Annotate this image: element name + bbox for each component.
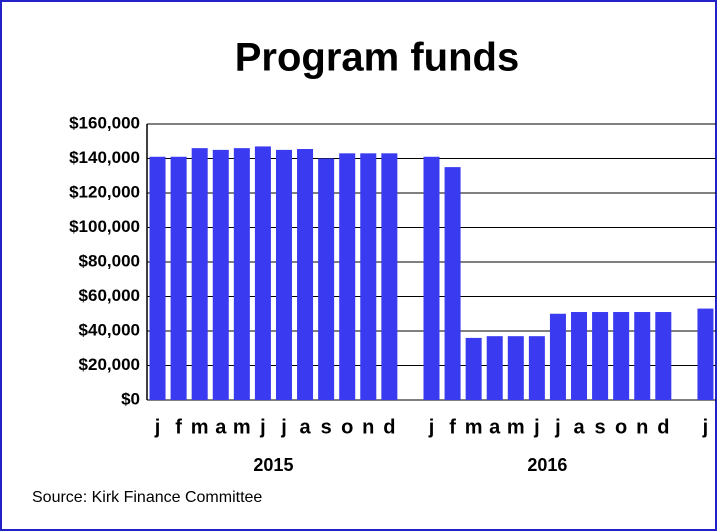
bar: [592, 312, 609, 400]
x-tick-label: s: [595, 416, 606, 438]
x-tick-label: a: [299, 416, 311, 438]
bar: [149, 156, 166, 400]
bar: [655, 312, 672, 400]
x-tick-label: f: [175, 416, 182, 438]
bar: [191, 148, 208, 400]
y-tick-label: $80,000: [79, 251, 140, 270]
bar: [486, 336, 503, 400]
x-tick-label: j: [259, 416, 266, 438]
x-tick-label: m: [233, 416, 251, 438]
bar: [254, 146, 271, 400]
bar: [528, 336, 545, 400]
x-tick-label: m: [191, 416, 209, 438]
bar: [634, 312, 651, 400]
x-tick-label: n: [636, 416, 648, 438]
bar: [170, 156, 187, 400]
source: Source: Kirk Finance Committee: [32, 489, 262, 506]
bar: [613, 312, 630, 400]
x-tick-label: j: [554, 416, 561, 438]
bar: [318, 158, 335, 400]
x-tick-label: a: [573, 416, 585, 438]
x-tick-label: a: [215, 416, 227, 438]
bar: [212, 149, 229, 400]
x-tick-label: n: [362, 416, 374, 438]
bar: [697, 308, 714, 400]
y-tick-label: $0: [121, 389, 140, 408]
y-tick-label: $140,000: [69, 148, 140, 167]
x-tick-label: j: [702, 416, 709, 438]
x-tick-label: d: [383, 416, 395, 438]
bar: [297, 149, 314, 400]
x-tick-label: j: [154, 416, 161, 438]
x-tick-label: o: [341, 416, 353, 438]
y-tick-label: $20,000: [79, 355, 140, 374]
x-tick-label: m: [465, 416, 483, 438]
x-tick-label: o: [615, 416, 627, 438]
y-tick-label: $120,000: [69, 182, 140, 201]
bar: [465, 337, 482, 400]
y-tick-label: $100,000: [69, 217, 140, 236]
bar: [571, 312, 588, 400]
chart-title: Program funds: [235, 36, 519, 80]
bar: [423, 156, 440, 400]
bar: [275, 149, 292, 400]
x-tick-label: f: [449, 416, 456, 438]
x-tick-label: j: [280, 416, 287, 438]
x-tick-label: j: [428, 416, 435, 438]
y-tick-label: $160,000: [69, 113, 140, 132]
year-label: 2015: [253, 455, 293, 475]
bar: [549, 313, 566, 400]
y-tick-label: $40,000: [79, 320, 140, 339]
x-tick-label: d: [657, 416, 669, 438]
bar: [233, 148, 250, 400]
bar: [507, 336, 524, 400]
y-tick-label: $60,000: [79, 286, 140, 305]
x-tick-label: s: [321, 416, 332, 438]
bar: [444, 167, 461, 400]
x-tick-label: a: [489, 416, 501, 438]
x-tick-label: j: [533, 416, 540, 438]
bar: [381, 153, 398, 400]
x-tick-label: m: [507, 416, 525, 438]
year-label: 2016: [527, 455, 567, 475]
bar: [339, 153, 356, 400]
bar: [360, 153, 377, 400]
